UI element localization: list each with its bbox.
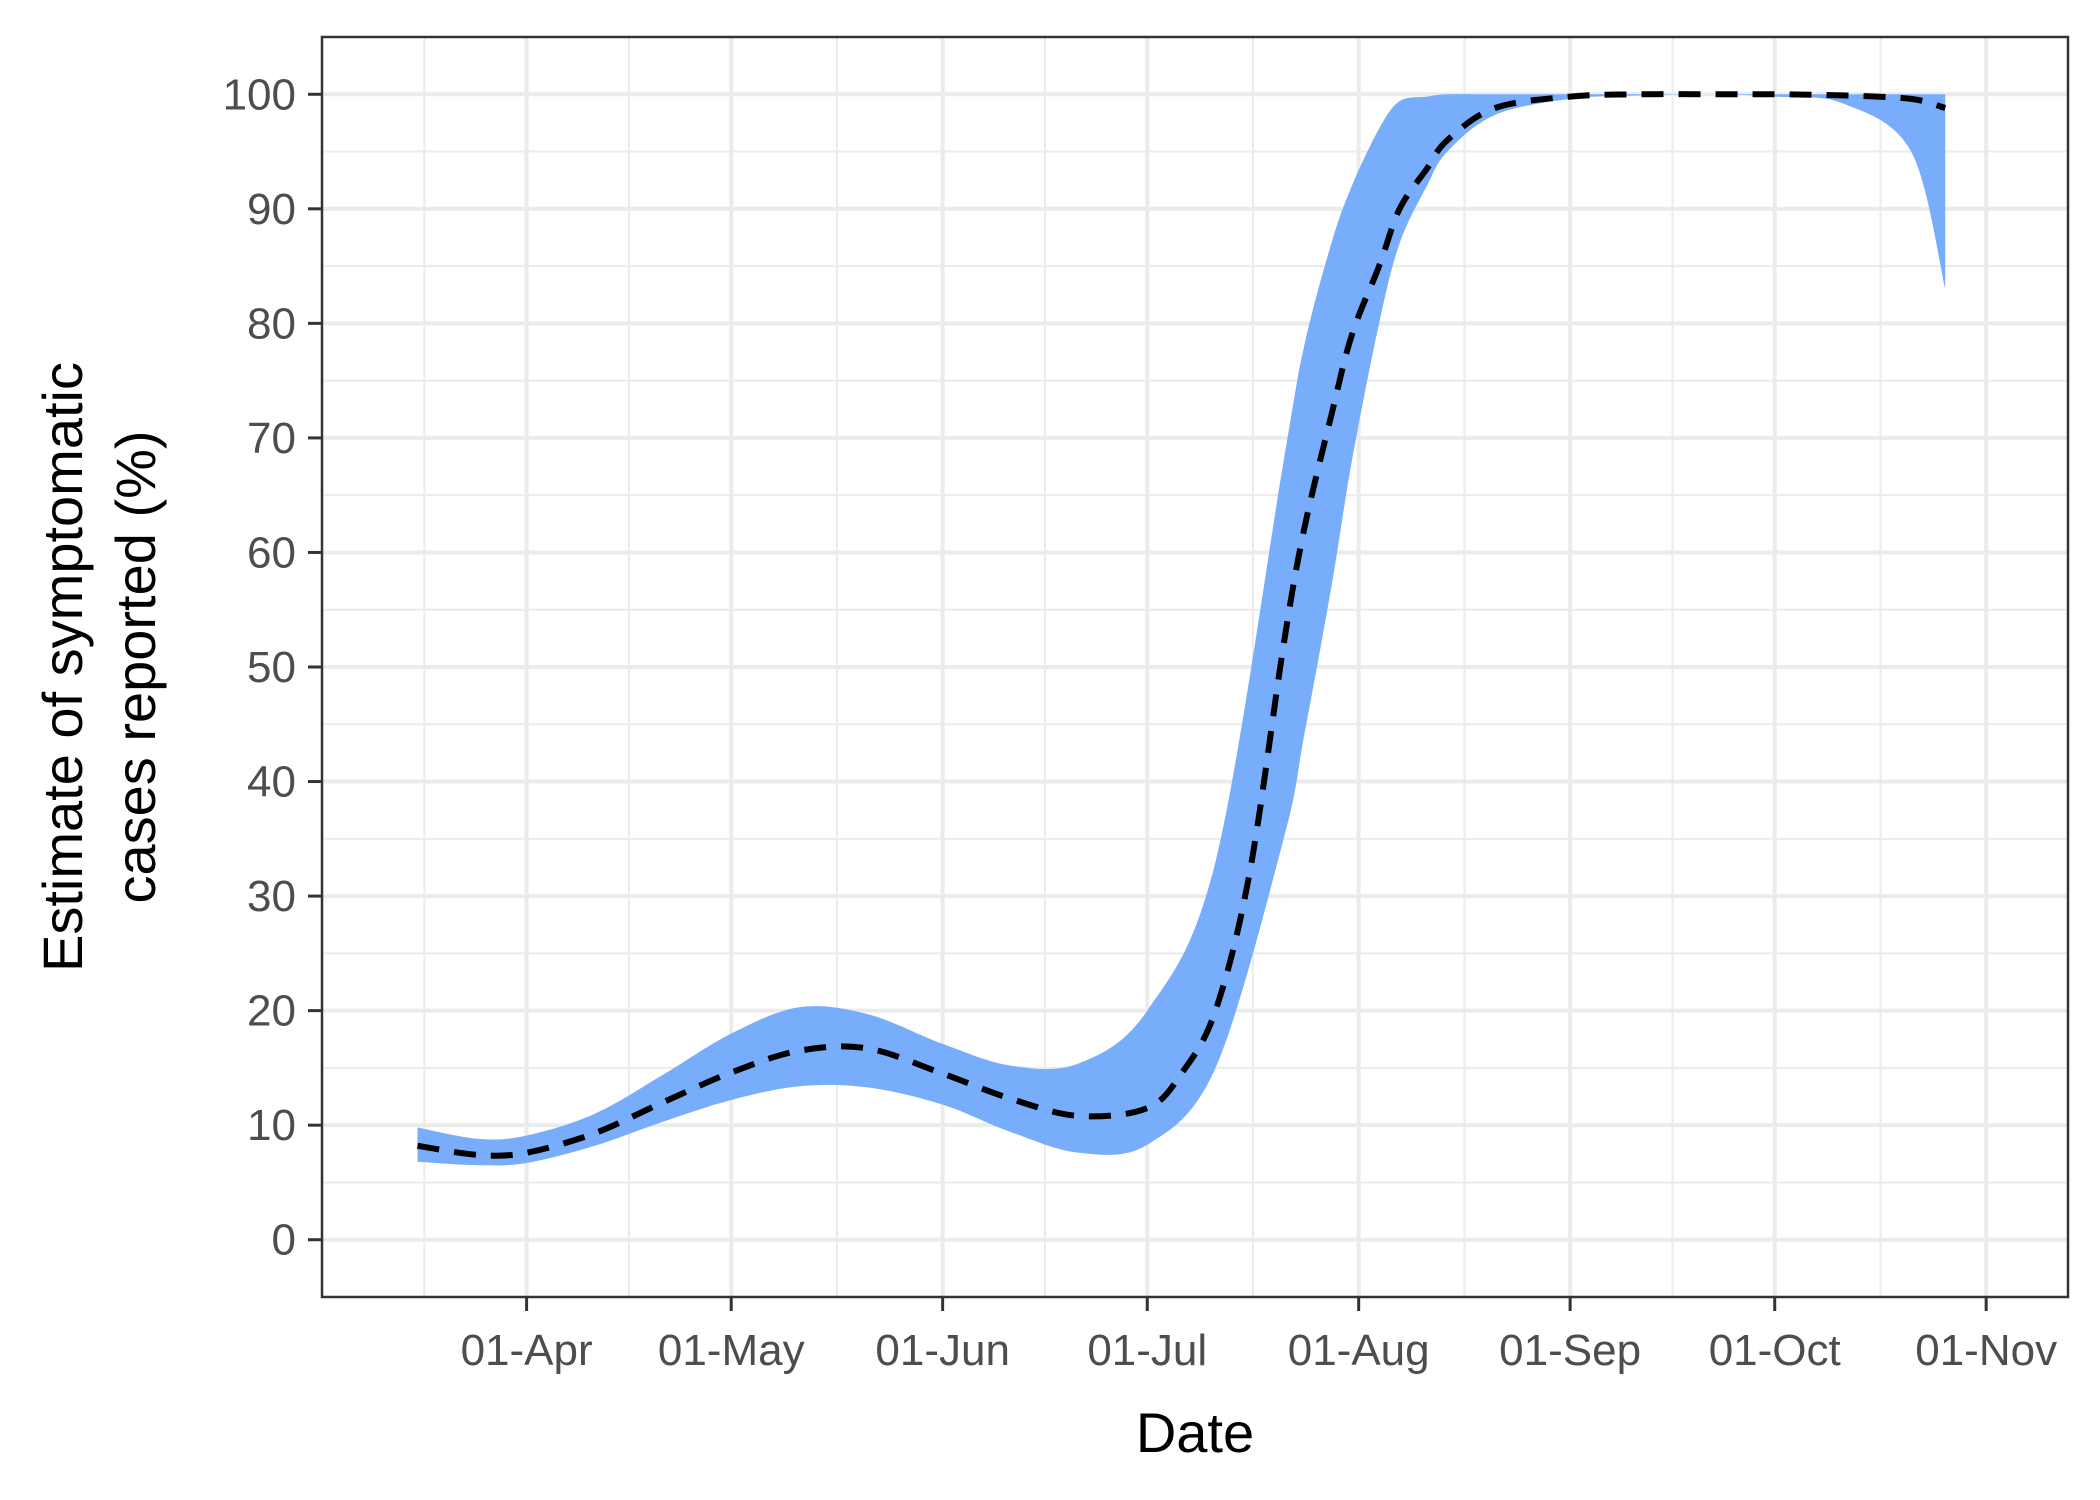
x-tick-label: 01-Oct <box>1709 1326 1841 1375</box>
y-tick-label: 50 <box>247 643 296 692</box>
estimate-line <box>417 91 1947 1159</box>
y-axis: 0 10 20 30 40 50 60 70 80 90 100 <box>223 70 322 1265</box>
y-tick-label: 90 <box>247 185 296 234</box>
x-tick-label: 01-Nov <box>1915 1326 2057 1375</box>
y-tick-label: 70 <box>247 414 296 463</box>
x-axis-title: Date <box>1136 1401 1254 1464</box>
x-tick-label: 01-Jul <box>1087 1326 1207 1375</box>
y-axis-title-line: cases reported (%) <box>104 430 167 903</box>
x-tick-label: 01-Aug <box>1288 1326 1430 1375</box>
y-tick-label: 30 <box>247 872 296 921</box>
y-tick-label: 10 <box>247 1101 296 1150</box>
y-tick-label: 100 <box>223 70 296 119</box>
x-tick-label: 01-Sep <box>1499 1326 1641 1375</box>
x-tick-label: 01-Apr <box>461 1326 593 1375</box>
y-tick-label: 0 <box>272 1216 296 1265</box>
y-axis-title-line: Estimate of symptomatic <box>31 362 94 972</box>
y-tick-label: 40 <box>247 758 296 807</box>
y-tick-label: 20 <box>247 987 296 1036</box>
y-tick-label: 60 <box>247 528 296 577</box>
y-tick-label: 80 <box>247 299 296 348</box>
grid-minor <box>322 37 2068 1297</box>
y-axis-title: Estimate of symptomatic cases reported (%… <box>31 362 167 972</box>
x-tick-label: 01-May <box>658 1326 805 1375</box>
x-axis: 01-Apr 01-May 01-Jun 01-Jul 01-Aug 01-Sep 01-O… <box>461 1297 2057 1375</box>
x-tick-label: 01-Jun <box>875 1326 1010 1375</box>
